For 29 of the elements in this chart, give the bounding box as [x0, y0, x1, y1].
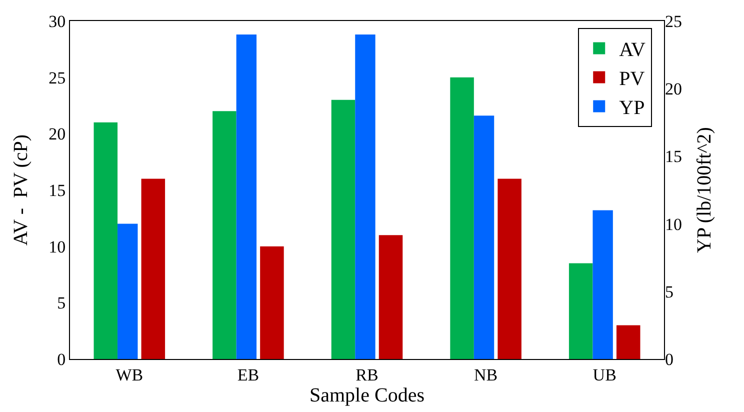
x-tick-label: WB	[116, 365, 144, 384]
y2-tick-label: 10	[665, 214, 682, 234]
bar	[616, 325, 640, 359]
bar	[378, 235, 403, 359]
x-axis-title: Sample Codes	[310, 384, 425, 406]
legend-label: YP	[619, 97, 645, 120]
y-tick-label: 0	[57, 350, 66, 369]
y-tick-label: 10	[48, 237, 66, 256]
y2-tick-label: 15	[665, 147, 682, 166]
y-tick-label: 15	[48, 180, 66, 200]
y2-tick-label: 5	[665, 282, 674, 302]
y2-tick-label: 20	[665, 80, 682, 99]
bar	[141, 178, 166, 359]
y-tick-label: 20	[48, 124, 66, 144]
bar	[498, 178, 522, 359]
y-tick-label: 5	[57, 294, 66, 313]
y2-tick-label: 0	[665, 350, 674, 369]
x-tick-label: UB	[592, 365, 616, 384]
y2-tick-label: 25	[665, 12, 682, 31]
x-tick-label: RB	[356, 365, 378, 384]
legend-label: AV	[619, 39, 646, 62]
bar	[260, 246, 284, 359]
x-tick-label: EB	[237, 365, 260, 384]
y-tick-label: 25	[48, 68, 66, 88]
x-tick-label: NB	[474, 365, 498, 384]
legend-label: PV	[619, 68, 646, 90]
y2-axis-title: YP (lb/100ft^2)	[694, 127, 716, 253]
y-tick-label: 30	[48, 12, 66, 31]
y-axis-title: AV - PV (cP)	[10, 134, 32, 246]
